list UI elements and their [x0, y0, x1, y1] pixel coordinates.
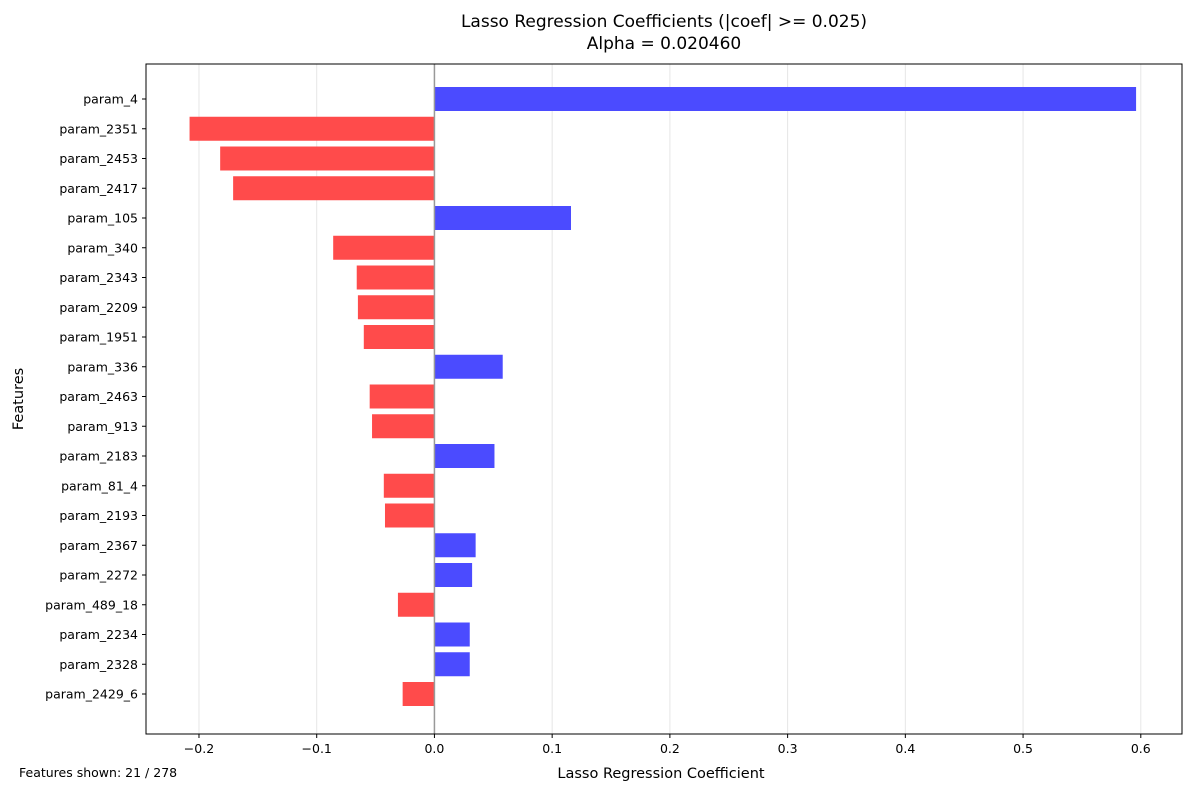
- bar-param_336: [434, 354, 503, 379]
- bar-param_81_4: [383, 473, 435, 498]
- chart-title: Lasso Regression Coefficients (|coef| >=…: [461, 12, 867, 32]
- bar-param_2351: [189, 116, 435, 141]
- bars: [189, 87, 1137, 706]
- y-tick-label: param_489_18: [45, 597, 138, 612]
- y-tick-label: param_1951: [59, 330, 138, 345]
- y-tick-label: param_2193: [59, 508, 138, 523]
- bar-param_489_18: [397, 592, 435, 617]
- y-tick-label: param_2463: [59, 389, 138, 404]
- y-tick-label: param_2209: [59, 300, 138, 315]
- bar-param_2367: [434, 533, 476, 558]
- bar-param_913: [372, 414, 435, 439]
- features-shown-note: Features shown: 21 / 278: [19, 765, 177, 780]
- y-tick-label: param_2343: [59, 270, 138, 285]
- y-tick-label: param_2367: [59, 538, 138, 553]
- features-separator: /: [145, 765, 150, 780]
- features-shown-count: 21: [125, 765, 142, 780]
- bar-param_340: [333, 235, 435, 260]
- x-tick-label: 0.3: [778, 741, 798, 756]
- bar-param_2343: [356, 265, 435, 290]
- bar-param_2453: [220, 146, 435, 171]
- bar-param_105: [434, 206, 571, 230]
- x-tick-label: 0.4: [895, 741, 915, 756]
- x-axis-ticks: −0.2 −0.1 0.0 0.1 0.2 0.3 0.4 0.5 0.6: [184, 734, 1151, 756]
- y-tick-label: param_4: [83, 92, 138, 107]
- features-shown-label: Features shown:: [19, 765, 122, 780]
- bar-param_2417: [233, 176, 435, 201]
- y-tick-label: param_340: [67, 240, 138, 255]
- bar-param_2234: [434, 622, 470, 647]
- bar-param_4: [434, 87, 1137, 111]
- x-axis-label: Lasso Regression Coefficient: [557, 766, 765, 782]
- bar-param_2429_6: [402, 682, 435, 706]
- y-tick-label: param_2328: [59, 657, 138, 672]
- x-tick-label: 0.1: [542, 741, 562, 756]
- y-tick-label: param_913: [67, 419, 138, 434]
- y-tick-label: param_81_4: [61, 478, 138, 493]
- y-tick-label: param_2234: [59, 627, 138, 642]
- y-tick-label: param_105: [67, 211, 138, 226]
- y-tick-label: param_2272: [59, 568, 138, 583]
- y-tick-label: param_2429_6: [45, 687, 138, 702]
- bar-param_2193: [384, 503, 435, 528]
- bar-param_2209: [357, 295, 435, 320]
- x-tick-label: 0.6: [1131, 741, 1151, 756]
- x-tick-label: −0.1: [302, 741, 332, 756]
- bar-param_2183: [434, 444, 495, 468]
- bar-param_2328: [434, 652, 470, 677]
- plot-frame: [145, 63, 1183, 735]
- x-tick-label: 0.5: [1013, 741, 1033, 756]
- y-tick-label: param_2351: [59, 121, 138, 136]
- chart-subtitle: Alpha = 0.020460: [587, 34, 742, 54]
- y-tick-label: param_2453: [59, 151, 138, 166]
- bar-param_2272: [434, 563, 473, 587]
- y-axis-ticks: param_4 param_2351 param_2453 param_2417par…: [45, 92, 146, 702]
- x-tick-label: 0.2: [660, 741, 680, 756]
- features-total-count: 278: [153, 765, 178, 780]
- bar-param_2463: [369, 384, 435, 409]
- bar-param_1951: [363, 325, 435, 349]
- y-tick-label: param_2183: [59, 449, 138, 464]
- y-axis-label: Features: [11, 368, 27, 430]
- y-tick-label: param_336: [67, 359, 138, 374]
- x-tick-label: 0.0: [424, 741, 444, 756]
- x-tick-label: −0.2: [184, 741, 214, 756]
- y-tick-label: param_2417: [59, 181, 138, 196]
